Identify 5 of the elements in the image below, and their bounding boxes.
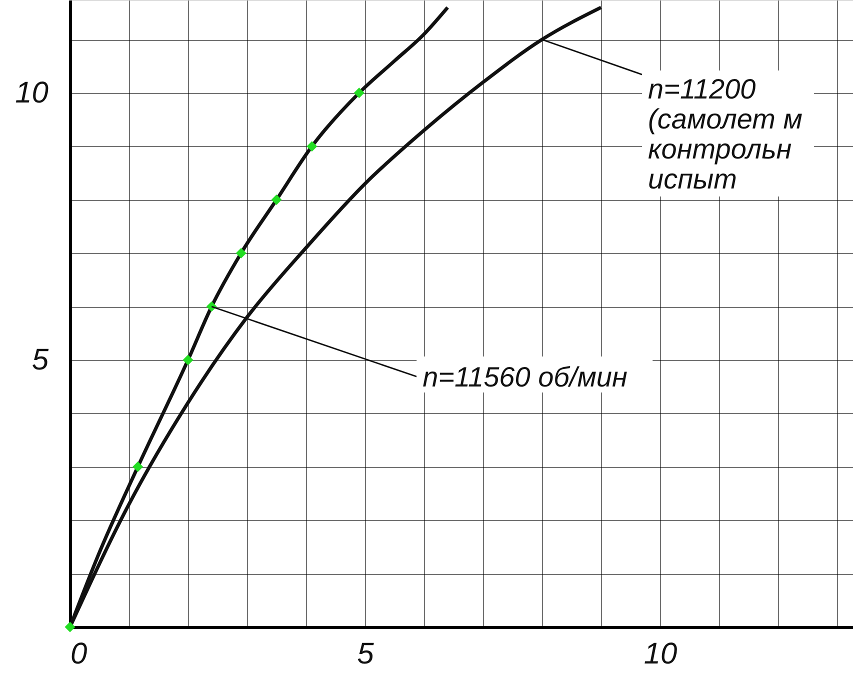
x-tick-label: 0 [70,638,88,670]
annotation: n=11560 об/мин [422,362,628,393]
x-tick-label: 10 [644,638,678,670]
annotation: n=11200 (самолет м контрольн испыт [648,74,802,195]
x-tick-label: 5 [357,638,374,670]
